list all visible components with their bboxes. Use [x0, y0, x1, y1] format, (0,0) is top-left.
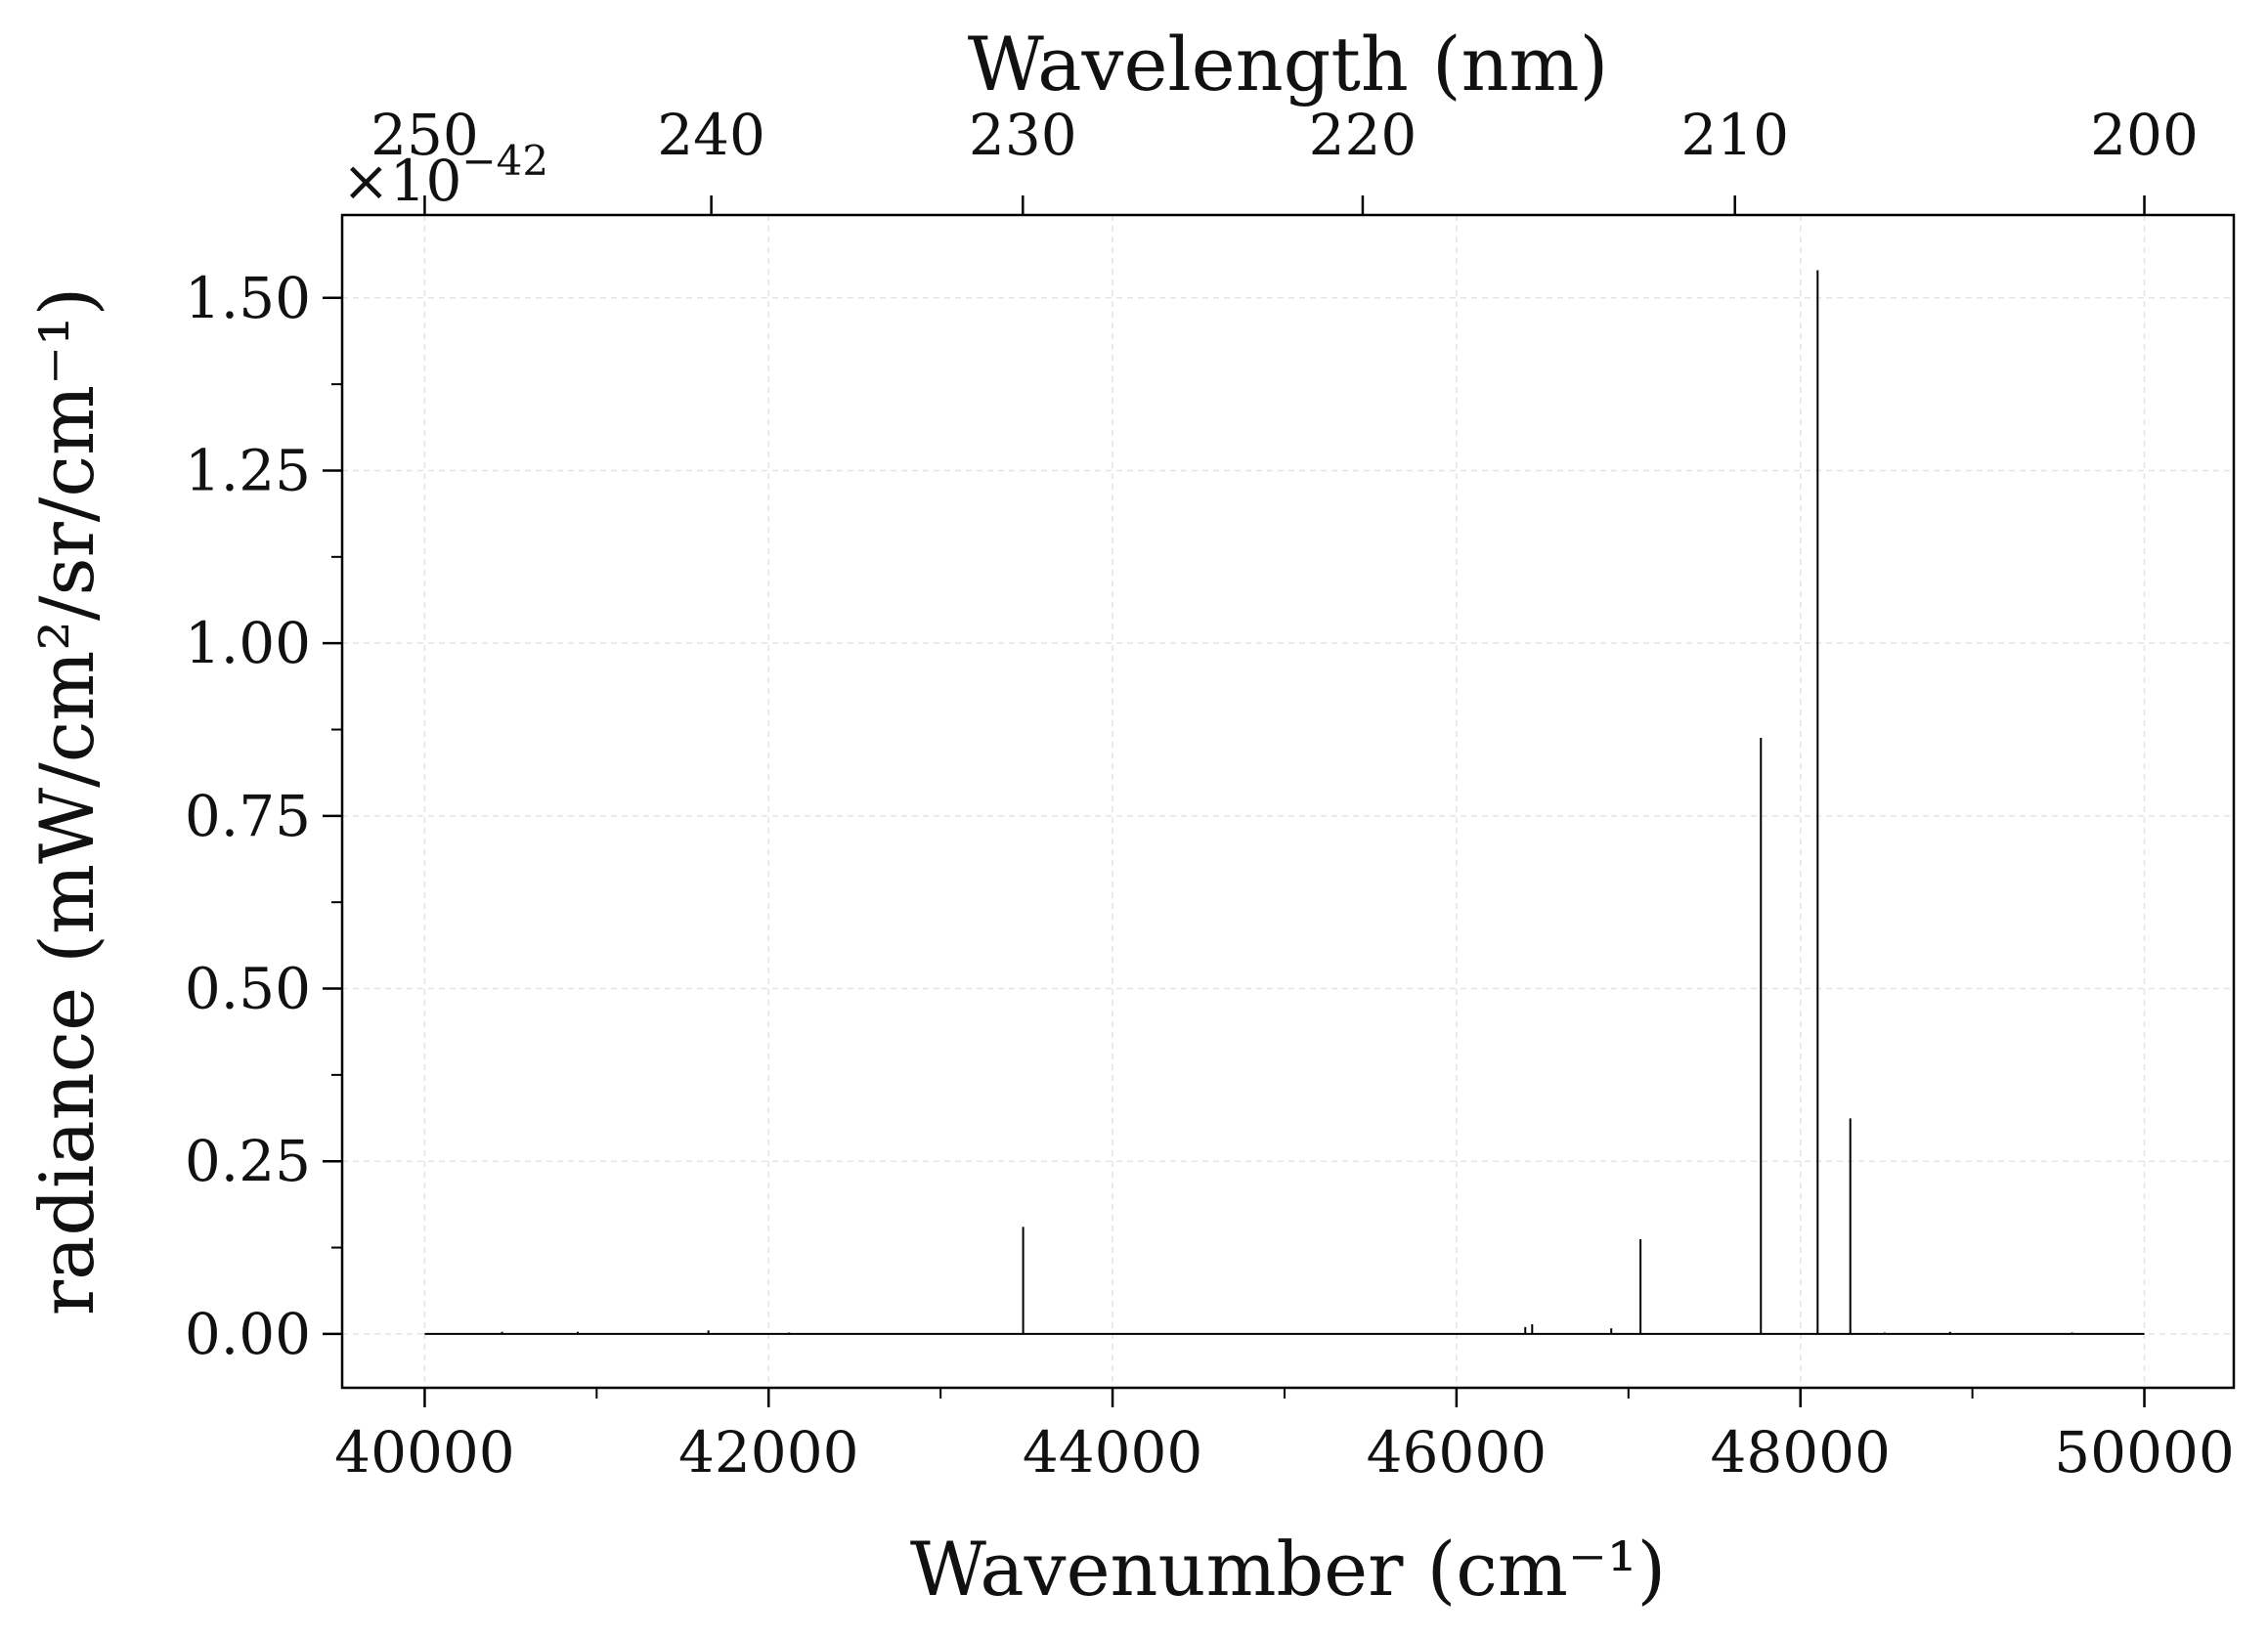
x-tick-label: 50000 — [2054, 1419, 2235, 1486]
x2-axis-label: Wavelength (nm) — [968, 21, 1609, 108]
x-tick-label: 40000 — [334, 1419, 515, 1486]
x2-tick-label: 250 — [371, 102, 479, 168]
y-tick-label: 1.00 — [185, 610, 311, 676]
y-offset-exponent: −42 — [461, 137, 548, 185]
x-axis-bottom: 40000 42000 44000 46000 48000 50000 — [334, 1388, 2235, 1486]
x-tick-label: 48000 — [1710, 1419, 1891, 1486]
x2-tick-label: 230 — [969, 102, 1077, 168]
y-axis-offset-label: ×10−42 — [342, 137, 548, 214]
y-offset-base: ×10 — [342, 148, 461, 214]
x-tick-label: 46000 — [1367, 1419, 1548, 1486]
x-tick-label: 44000 — [1023, 1419, 1203, 1486]
x-tick-label: 42000 — [678, 1419, 859, 1486]
x2-tick-label: 200 — [2090, 102, 2199, 168]
x-axis-label: Wavenumber (cm⁻¹) — [910, 1526, 1666, 1613]
x2-tick-label: 220 — [1309, 102, 1418, 168]
y-tick-label: 0.75 — [185, 783, 311, 849]
y-axis-label: radiance (mW/cm²/sr/cm⁻¹) — [23, 287, 110, 1316]
y-tick-label: 0.50 — [185, 956, 311, 1022]
y-tick-label: 1.25 — [185, 437, 311, 503]
spectrum-lines-layer — [501, 270, 2073, 1334]
y-axis: 0.00 0.25 0.50 0.75 1.00 1.25 1.50 — [185, 265, 342, 1367]
x2-tick-label: 240 — [657, 102, 765, 168]
y-tick-label: 1.50 — [185, 265, 311, 331]
y-tick-label: 0.25 — [185, 1128, 311, 1194]
y-tick-label: 0.00 — [185, 1301, 311, 1367]
x2-tick-label: 210 — [1680, 102, 1789, 168]
plot-frame — [340, 213, 2236, 1390]
x-axis-top: 250 240 230 220 210 200 — [371, 102, 2199, 215]
